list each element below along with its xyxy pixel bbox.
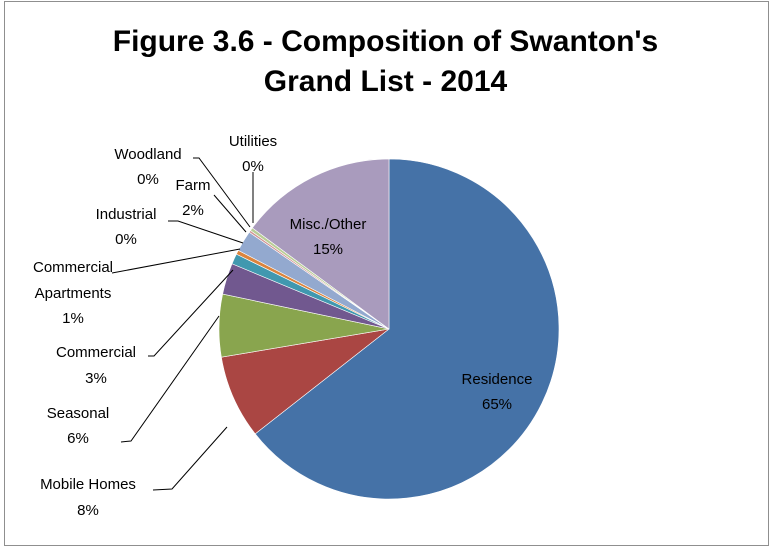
- leader-line-farm: [213, 194, 247, 233]
- leader-line-seasonal: [120, 315, 220, 443]
- pie-slice-misc-other: [251, 158, 390, 330]
- chart-title-line-1: Figure 3.6 - Composition of Swanton's: [112, 25, 659, 58]
- chart-title: Figure 3.6 - Composition of Swanton's Gr…: [0, 22, 771, 102]
- slice-label-seasonal: Seasonal: [47, 405, 110, 422]
- slice-percent-utilities: 0%: [242, 158, 264, 175]
- slice-percent-farm: 2%: [182, 202, 204, 219]
- slice-percent-industrial: 0%: [115, 231, 137, 248]
- leader-line-mobile-homes: [152, 426, 228, 491]
- leader-line-commercial-apartments: [111, 248, 241, 274]
- slice-percent-commercial: 3%: [85, 370, 107, 387]
- slice-label-woodland: Woodland: [114, 146, 181, 163]
- slice-percent-mobile-homes: 8%: [77, 502, 99, 519]
- leader-lines: [111, 157, 254, 491]
- slice-label-utilities: Utilities: [229, 133, 277, 150]
- pie-slice-residence: [254, 158, 560, 500]
- slice-label-mobile-homes: Mobile Homes: [40, 476, 136, 493]
- leader-line-commercial: [148, 269, 234, 357]
- leader-line-woodland: [193, 157, 251, 228]
- slice-label-commercial-apartments-2: Apartments: [35, 285, 112, 302]
- slice-percent-commercial-apartments: 1%: [62, 310, 84, 327]
- slice-label-farm: Farm: [176, 177, 211, 194]
- slice-label-residence: Residence: [462, 371, 533, 388]
- slice-percent-misc-other: 15%: [313, 241, 343, 258]
- chart-title-line-2: Grand List - 2014: [263, 65, 508, 98]
- slice-percent-residence: 65%: [482, 396, 512, 413]
- slice-label-industrial: Industrial: [96, 206, 157, 223]
- slice-label-commercial: Commercial: [56, 344, 136, 361]
- slice-percent-woodland: 0%: [137, 171, 159, 188]
- leader-line-industrial: [168, 220, 244, 244]
- slice-percent-seasonal: 6%: [67, 430, 89, 447]
- slice-label-misc-other: Misc./Other: [290, 216, 367, 233]
- slice-label-commercial-apartments-1: Commercial: [33, 259, 113, 276]
- slice-labels: Residence 65% Mobile Homes 8% Seasonal 6% Comm…: [33, 133, 532, 519]
- pie-slices: [218, 158, 560, 500]
